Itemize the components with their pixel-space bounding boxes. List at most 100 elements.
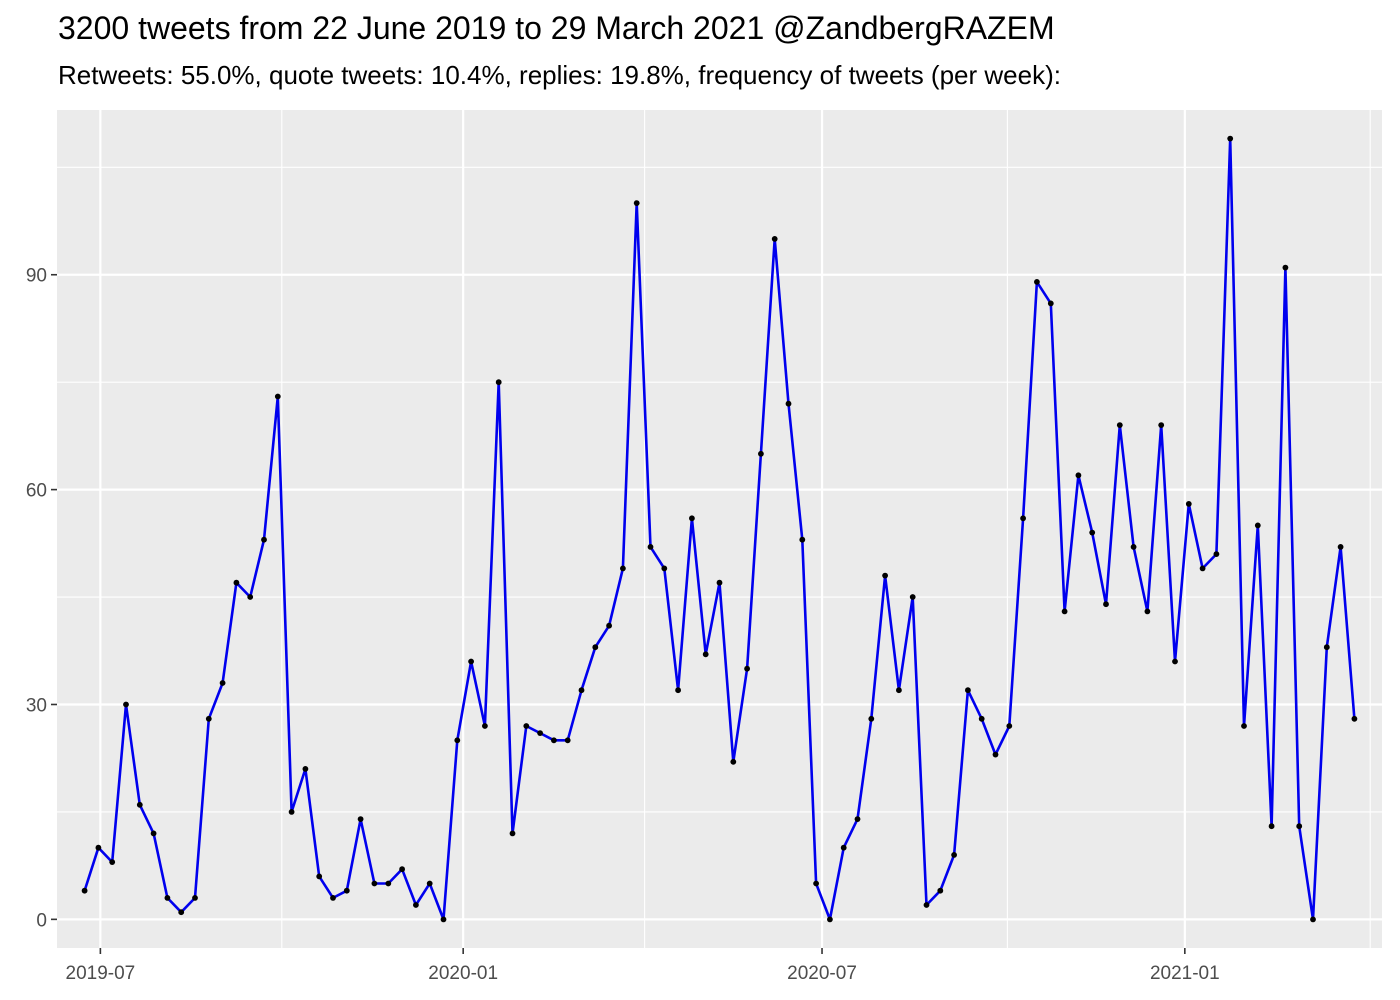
data-point (1130, 544, 1137, 550)
data-point (1075, 472, 1082, 479)
data-point (95, 844, 102, 851)
x-tick-label: 2020-01 (428, 963, 498, 984)
data-point (274, 393, 281, 400)
data-point (702, 651, 709, 658)
data-point (785, 400, 792, 407)
data-point (1158, 422, 1165, 428)
data-point (247, 594, 254, 600)
data-point (675, 687, 681, 694)
data-point (882, 572, 888, 579)
data-point (302, 766, 309, 772)
data-point (1034, 279, 1040, 285)
data-point (578, 687, 585, 694)
data-point (399, 866, 405, 873)
data-point (1282, 264, 1289, 271)
data-point (1296, 823, 1303, 830)
x-tick-label: 2021-01 (1150, 963, 1220, 984)
x-tick-label: 2019-07 (66, 963, 136, 984)
data-point (413, 902, 419, 908)
data-point (178, 909, 185, 916)
data-point (909, 594, 916, 600)
data-point (454, 737, 461, 744)
data-point (385, 880, 392, 887)
major-gridlines (57, 110, 1382, 948)
data-point (827, 916, 833, 923)
minor-gridlines (57, 110, 1382, 948)
data-point (758, 450, 764, 457)
data-point (1172, 658, 1178, 665)
data-point (647, 544, 654, 550)
data-point (592, 644, 599, 651)
data-point (371, 880, 378, 887)
data-point (689, 515, 695, 522)
data-point (730, 758, 737, 765)
data-point (288, 809, 295, 815)
plot-panel (57, 110, 1382, 948)
data-point (661, 565, 668, 572)
data-point (343, 887, 350, 894)
data-point (123, 701, 129, 708)
x-axis-tick-labels: 2019-07 2020-01 2020-07 2021-01 (66, 963, 1220, 984)
y-tick-label: 0 (36, 910, 47, 931)
data-point (261, 536, 267, 543)
data-point (1116, 422, 1123, 428)
data-point (1227, 135, 1234, 142)
data-point (1351, 715, 1358, 722)
data-point (1185, 501, 1192, 507)
data-point (744, 665, 750, 672)
data-point (799, 536, 806, 543)
data-point (233, 579, 240, 586)
data-point (937, 887, 944, 894)
data-point (1213, 551, 1220, 557)
data-point (509, 830, 516, 837)
data-point (1268, 823, 1275, 830)
data-point (1254, 522, 1261, 529)
data-point (482, 723, 488, 729)
data-point (551, 737, 557, 744)
data-point (537, 730, 543, 736)
data-point (440, 916, 447, 923)
data-point (1144, 608, 1151, 615)
data-point (426, 880, 433, 887)
x-tick-label: 2020-07 (787, 963, 857, 984)
chart-subtitle: Retweets: 55.0%, quote tweets: 10.4%, re… (58, 60, 1061, 90)
data-point (1241, 723, 1247, 729)
data-point (109, 859, 116, 865)
data-point (633, 200, 640, 207)
data-point (620, 565, 626, 572)
data-point (813, 880, 819, 887)
data-point (1199, 565, 1206, 572)
data-point (1020, 515, 1026, 522)
y-tick-label: 90 (26, 266, 47, 287)
data-point (1103, 601, 1109, 608)
data-point (978, 715, 985, 722)
data-point (896, 687, 902, 694)
axis-ticks (51, 273, 1186, 954)
data-point (192, 895, 198, 901)
data-point (564, 737, 571, 744)
data-point (1337, 544, 1344, 550)
data-point (316, 873, 323, 880)
data-point (81, 887, 88, 894)
data-point (1310, 916, 1316, 923)
data-point (136, 801, 143, 808)
data-point (606, 622, 612, 629)
data-point (923, 902, 930, 908)
data-point (1047, 300, 1054, 307)
chart-title: 3200 tweets from 22 June 2019 to 29 Marc… (58, 10, 1055, 46)
data-point (716, 579, 723, 586)
data-point (1061, 608, 1068, 615)
data-point (495, 379, 502, 386)
data-point (1323, 644, 1330, 651)
data-point (840, 844, 847, 851)
y-tick-label: 30 (26, 695, 47, 716)
data-point (150, 830, 157, 837)
y-axis-tick-labels: 0 30 60 90 (26, 266, 47, 932)
data-point (771, 236, 778, 242)
data-point (1006, 723, 1013, 729)
data-point (1089, 529, 1096, 536)
data-point (523, 723, 530, 729)
data-point (868, 715, 875, 722)
data-point (854, 816, 861, 822)
